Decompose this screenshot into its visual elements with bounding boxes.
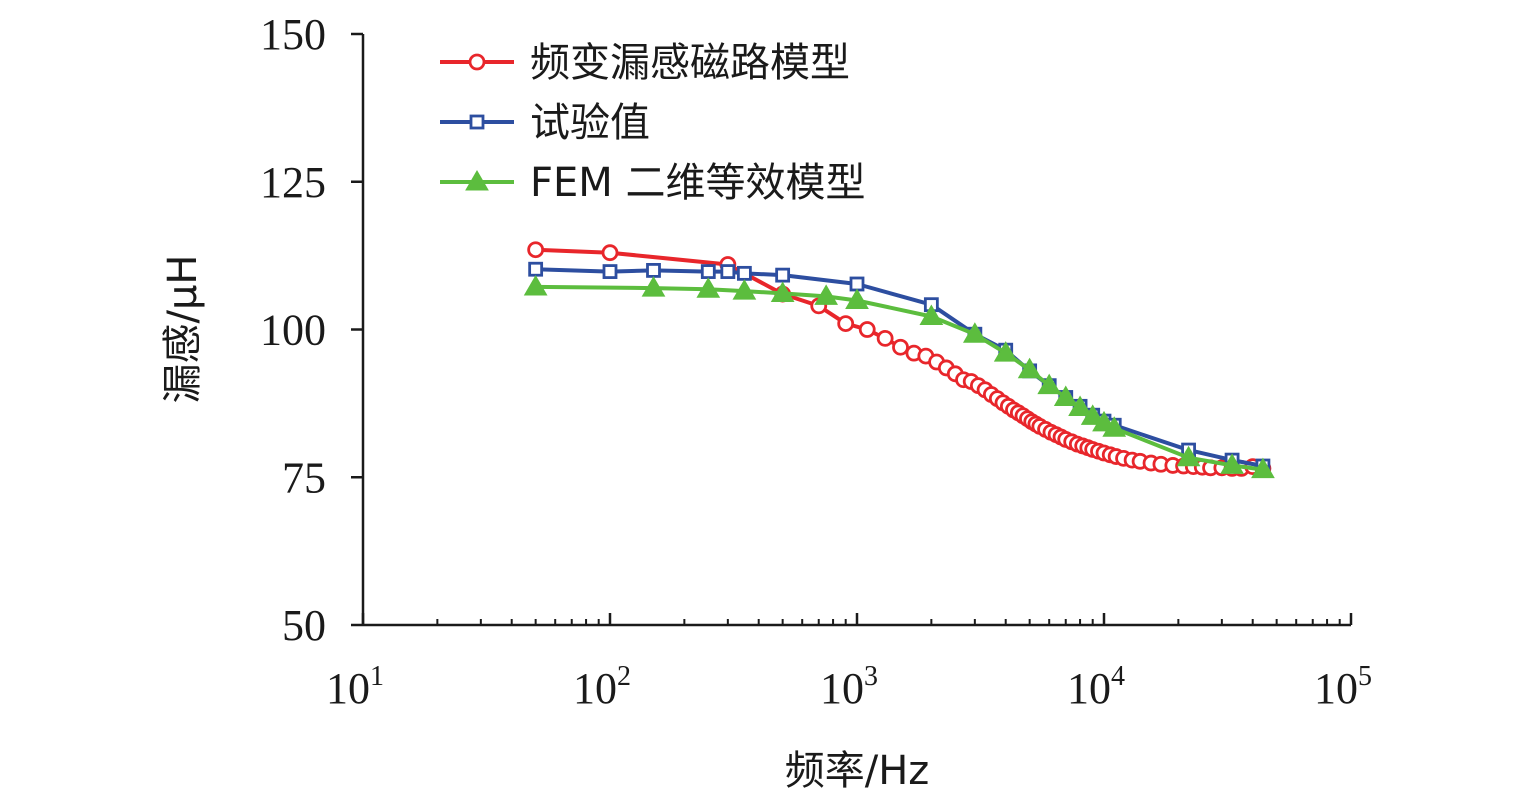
series-3-point xyxy=(845,288,869,310)
x-tick-label: 104 xyxy=(1067,661,1125,713)
series-3-point xyxy=(1220,453,1244,474)
series-1-point xyxy=(892,338,909,356)
legend-label: FEM 二维等效模型 xyxy=(530,160,866,206)
x-tick-label: 101 xyxy=(326,661,384,713)
series-1-point xyxy=(527,241,545,259)
series-2-point xyxy=(646,262,661,278)
series-2-point xyxy=(849,276,865,292)
y-axis-title: 漏感/μH xyxy=(160,254,206,403)
x-tick-label: 105 xyxy=(1314,661,1372,713)
legend-label: 试验值 xyxy=(530,100,650,146)
series-3-point xyxy=(1176,445,1201,467)
series-2-point xyxy=(775,267,791,283)
x-axis-title: 频率/Hz xyxy=(785,748,930,794)
series-2-point xyxy=(736,265,752,281)
series-3-point xyxy=(1251,457,1275,479)
x-tick-label-exponent: 2 xyxy=(617,661,631,692)
series-2-point xyxy=(720,264,736,279)
series-3-point xyxy=(1037,373,1062,395)
x-tick-label-exponent: 3 xyxy=(864,661,878,692)
series-3-point xyxy=(962,322,987,343)
series-3-point xyxy=(1053,385,1078,406)
series-1-point xyxy=(858,321,876,338)
series-2-point xyxy=(700,264,716,279)
series-1-point xyxy=(601,244,619,262)
x-tick-label: 102 xyxy=(573,661,631,713)
series-2 xyxy=(528,261,1271,474)
x-ticks: 101 102 103 104 105 xyxy=(326,613,1372,713)
series-3-point xyxy=(919,304,944,325)
x-tick-label-base: 10 xyxy=(326,664,370,713)
x-tick-label: 103 xyxy=(820,661,878,713)
series-3-line xyxy=(535,284,1264,472)
legend-swatch-marker xyxy=(469,114,485,130)
x-tick-label-base: 10 xyxy=(1067,664,1111,713)
legend-label: 频变漏感磁路模型 xyxy=(530,40,850,86)
series-3-point xyxy=(523,274,548,296)
x-tick-label-base: 10 xyxy=(820,664,864,713)
x-tick-label-exponent: 1 xyxy=(370,661,384,692)
series-3-point xyxy=(770,281,795,302)
legend-swatch-marker xyxy=(468,53,486,71)
series-3-point xyxy=(1102,416,1127,437)
series-1-point xyxy=(837,315,855,332)
y-tick-label: 50 xyxy=(282,601,326,650)
series-2-point xyxy=(602,264,618,279)
series-3-point xyxy=(814,284,839,305)
series-1-line xyxy=(535,247,1264,471)
legend-swatch-marker xyxy=(465,170,489,191)
series-3-point xyxy=(696,277,721,298)
series-3-point xyxy=(641,276,666,297)
series-3-point xyxy=(993,341,1018,362)
y-tick-label: 100 xyxy=(260,306,326,355)
series-layer xyxy=(523,241,1275,479)
series-3-point xyxy=(1068,395,1092,417)
series-3-point xyxy=(1017,357,1042,379)
y-tick-label: 75 xyxy=(282,453,326,502)
y-ticks: 50 75 100 125 150 xyxy=(260,10,363,650)
series-3-point xyxy=(732,279,757,300)
x-tick-label-base: 10 xyxy=(1314,664,1358,713)
series-3-point xyxy=(1080,404,1105,425)
series-1-point xyxy=(876,329,894,347)
x-tick-label-exponent: 4 xyxy=(1111,661,1125,692)
series-3 xyxy=(523,274,1275,479)
series-2-point xyxy=(528,261,544,277)
x-tick-label-exponent: 5 xyxy=(1358,661,1372,692)
y-tick-label: 125 xyxy=(260,158,326,207)
y-tick-label: 150 xyxy=(260,10,326,59)
series-2-line xyxy=(535,267,1264,468)
x-tick-label-base: 10 xyxy=(573,664,617,713)
